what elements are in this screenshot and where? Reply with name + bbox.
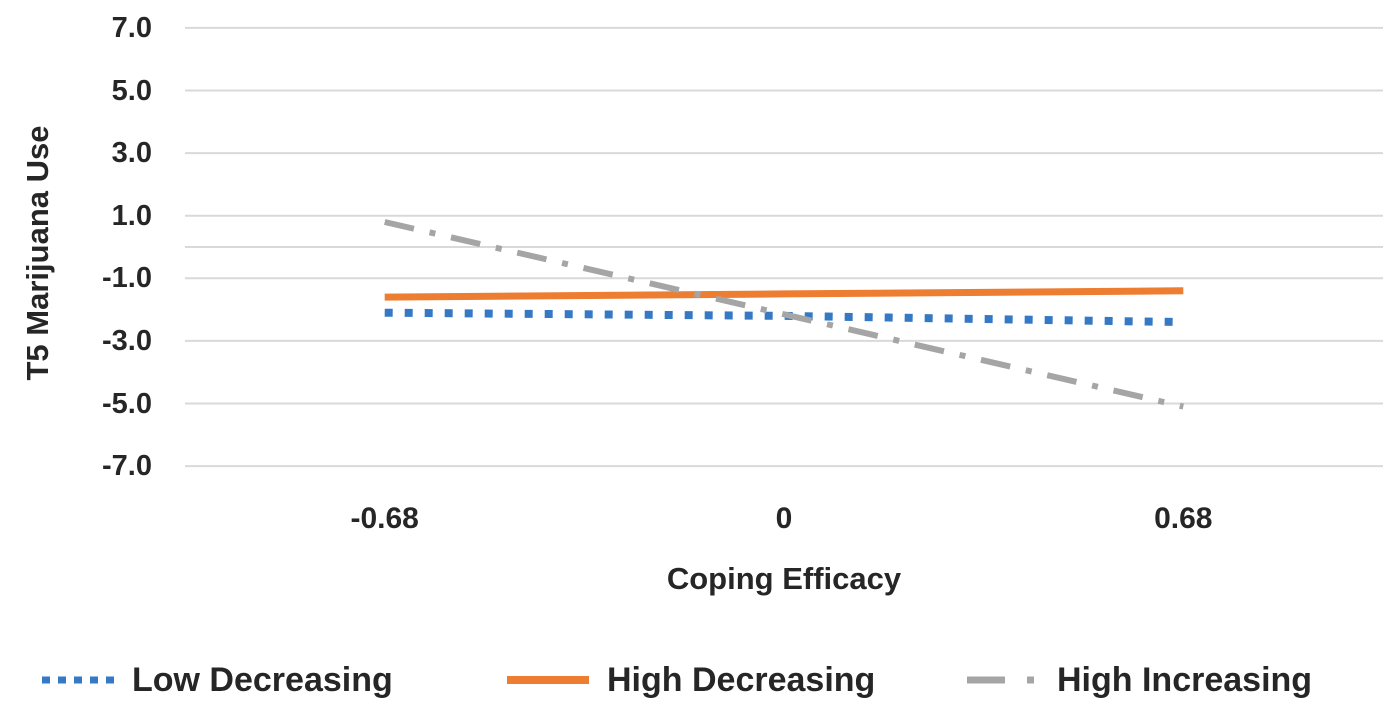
- solid-line-swatch-icon: [505, 673, 591, 687]
- x-axis-title: Coping Efficacy: [666, 561, 902, 596]
- y-tick-label: 1.0: [111, 199, 152, 232]
- legend-label: High Decreasing: [607, 660, 876, 699]
- x-tick-label: 0.68: [1154, 502, 1213, 535]
- y-tick-label: -3.0: [102, 324, 152, 357]
- series-line-low-decreasing: [384, 308, 1184, 327]
- x-tick-label: 0: [775, 502, 793, 535]
- y-tick-label: -5.0: [102, 387, 152, 420]
- x-tick-label: -0.68: [350, 502, 419, 535]
- legend-label: High Increasing: [1057, 660, 1313, 699]
- plot-area: [185, 26, 1383, 468]
- series-line-high-increasing: [384, 219, 1184, 410]
- dotted-line-swatch-icon: [40, 673, 116, 687]
- y-tick-label: 3.0: [111, 137, 152, 170]
- legend-item-high-decreasing: High Decreasing: [505, 648, 875, 712]
- legend-item-low-decreasing: Low Decreasing: [40, 648, 393, 712]
- y-tick-label: 7.0: [111, 11, 152, 44]
- y-tick-label: -1.0: [102, 262, 152, 295]
- y-axis-tick-labels: 7.0 5.0 3.0 1.0 -1.0 -3.0 -5.0 -7.0: [0, 0, 152, 490]
- legend: Low Decreasing High Decreasing High Incr…: [0, 648, 1400, 712]
- y-tick-label: 5.0: [111, 74, 152, 107]
- y-tick-label: -7.0: [102, 450, 152, 483]
- series-line-high-decreasing: [384, 287, 1184, 301]
- dash-dot-line-swatch-icon: [965, 673, 1041, 687]
- legend-item-high-increasing: High Increasing: [965, 648, 1312, 712]
- legend-label: Low Decreasing: [132, 660, 393, 699]
- x-axis-tick-labels: -0.68 0 0.68: [0, 0, 1400, 535]
